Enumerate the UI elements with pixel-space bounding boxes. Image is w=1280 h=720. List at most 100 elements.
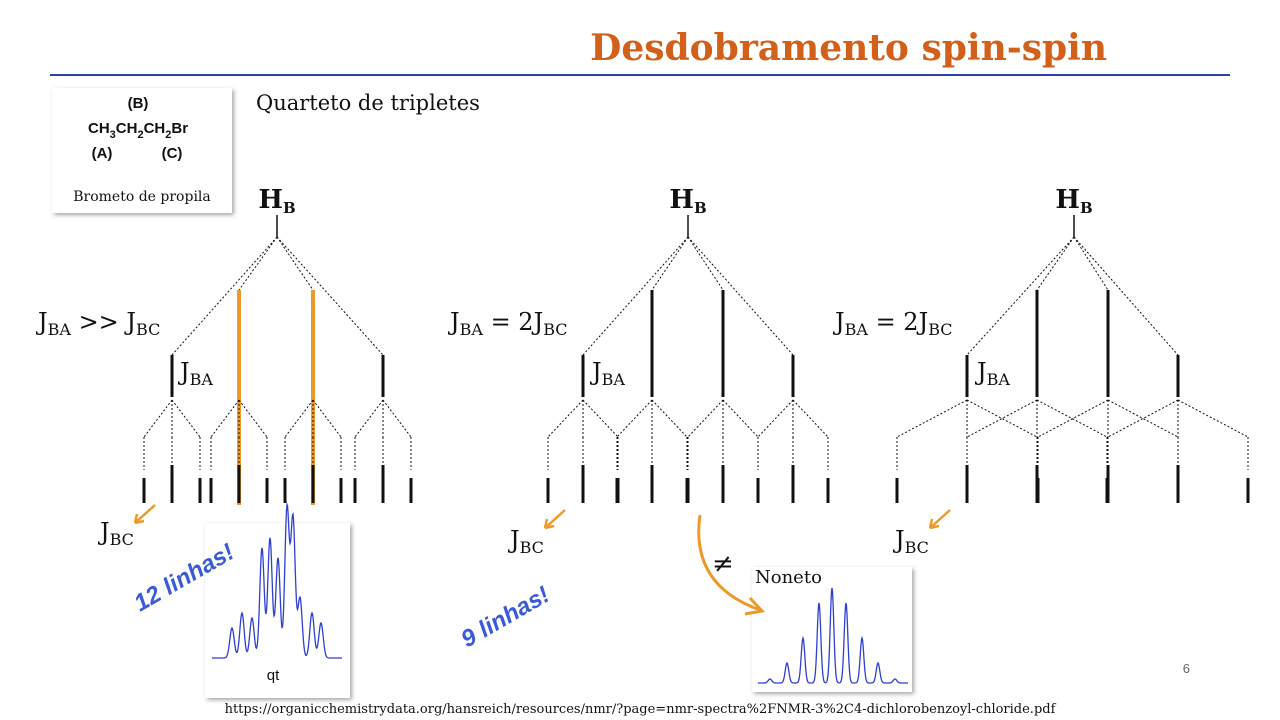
label-b: (B) [128,95,149,112]
text-part: J [35,308,48,336]
coupling-major-label: JBA [177,358,213,389]
sub-branch [966,399,1038,438]
subscript: BA [460,320,484,339]
subscript: BA [987,370,1011,389]
branch [687,236,794,356]
sub-branch [582,399,619,438]
slide-title: Desdobramento spin-spin [590,27,1107,69]
subscript: BC [905,538,929,557]
coupling-major-label: JBA [974,358,1010,389]
label-a: (A) [92,145,113,162]
subscript: BC [136,320,160,339]
molecule-box [52,88,232,213]
text-part: J [832,308,845,336]
coupling-condition: JBA = 2JBC [447,308,568,339]
page-number: 6 [1183,661,1190,676]
subscript: 2 [165,129,171,141]
text-part: >> J [71,308,136,336]
coupling-minor-label: JBC [97,518,134,549]
subscript: BC [520,538,544,557]
text-part: Br [171,120,188,137]
noneto-label: Noneto [755,567,822,588]
branch [276,236,314,291]
sub-branch [757,399,794,438]
sub-branch [616,399,653,438]
noneto-arrowhead [744,596,765,616]
sub-branch [312,399,342,438]
sub-branch [210,399,240,438]
branch [582,236,689,356]
text-part: H [1055,185,1080,215]
subscript: BC [110,530,134,549]
spectrum-noneto [758,587,908,684]
text-part: H [258,185,283,215]
text-part: J [974,358,987,386]
sub-branch [687,399,724,438]
branch [966,236,1075,356]
branch [687,236,724,291]
nucleus-label: HB [669,185,706,217]
sub-branch [354,399,384,438]
subscript: 2 [137,129,143,141]
jbc-arrow [133,504,156,525]
sub-branch [722,399,759,438]
coupling-condition: JBA >> JBC [35,308,160,339]
label-c: (C) [162,145,183,162]
subscript: B [283,199,296,217]
text-part: J [97,518,110,546]
text-part: J [447,308,460,336]
subscript: B [694,199,707,217]
nucleus-label: HB [1055,185,1092,217]
branch [1073,236,1179,356]
source-url: https://organicchemistrydata.org/hansrei… [225,702,1057,717]
sub-branch [284,399,314,438]
branch [1036,236,1075,291]
branch [238,236,278,291]
coupling-minor-label: JBC [507,526,544,557]
spectrum-noneto-box [752,567,912,692]
sub-branch [1036,399,1108,438]
text-part: = 2J [483,308,543,336]
subscript: 3 [110,129,116,141]
text-part: CH [88,120,110,137]
jbc-arrow [543,509,566,530]
spectrum-qt [212,502,342,659]
branch [1073,236,1109,291]
sub-branch [143,399,173,438]
sub-branch [896,399,968,438]
coupling-minor-label: JBC [892,526,929,557]
molecule-name: Brometo de propila [73,189,211,205]
sub-branch [547,399,584,438]
branch [276,236,384,356]
subscript: BA [48,320,72,339]
sub-branch [1037,399,1109,438]
sub-branch [1107,399,1179,438]
text-part: H [669,185,694,215]
subscript: BC [928,320,952,339]
sub-branch [792,399,829,438]
sub-branch [1107,399,1179,438]
subscript: BC [543,320,567,339]
not-equal: ≠ [712,549,734,579]
branch [171,236,278,356]
text-part: J [892,526,905,554]
sub-branch [1177,399,1249,438]
spectrum-qt-label: qt [267,667,280,684]
subscript: B [1080,199,1093,217]
sub-branch [966,399,1038,438]
text-part: J [507,526,520,554]
sub-branch [651,399,688,438]
text-part: = 2J [868,308,928,336]
subscript: BA [845,320,869,339]
formula: CH3CH2CH2Br [88,120,188,141]
text-part: CH [116,120,138,137]
noneto-arrow [697,514,761,612]
spectrum-qt-box [205,523,350,698]
text-part: J [177,358,190,386]
subtitle: Quarteto de tripletes [256,91,480,115]
nucleus-label: HB [258,185,295,217]
lines-9-note: 9 linhas! [457,581,555,653]
